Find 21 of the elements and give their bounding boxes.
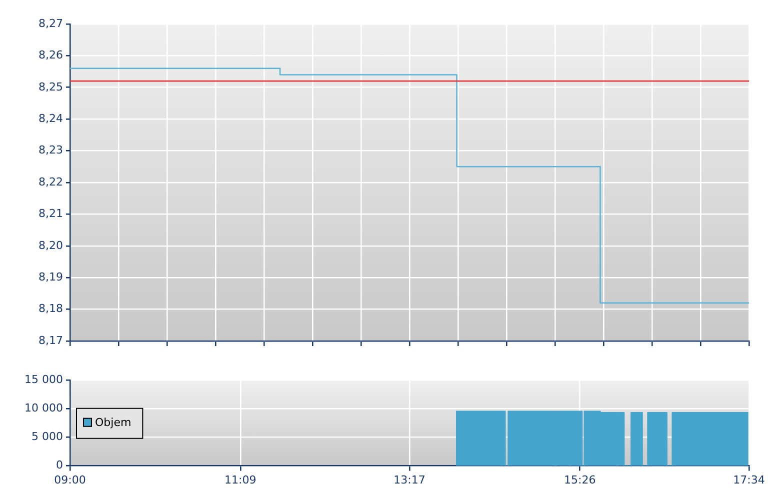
x-tick-label: 11:09	[224, 473, 256, 486]
y-tick-label: 0	[56, 458, 63, 472]
y-tick-label: 8,20	[38, 238, 63, 252]
y-tick-label: 8,25	[38, 80, 63, 94]
y-tick-label: 8,26	[38, 48, 63, 62]
x-tick-label: 13:17	[394, 473, 426, 486]
x-tick-label: 09:00	[54, 473, 86, 486]
y-tick-label: 8,24	[38, 112, 63, 125]
y-tick-label: 8,19	[38, 270, 63, 284]
y-tick-label: 8,23	[38, 144, 63, 157]
y-tick-label: 8,22	[38, 175, 63, 188]
y-tick-label: 5 000	[32, 430, 63, 444]
y-tick-label: 8,18	[38, 302, 63, 316]
y-tick-label: 10 000	[24, 401, 63, 414]
y-tick-label: 8,21	[38, 207, 63, 220]
legend-label: Objem	[95, 416, 132, 429]
y-tick-label: 8,27	[38, 16, 63, 30]
y-tick-label: 15 000	[24, 372, 63, 386]
y-tick-label: 8,17	[38, 334, 63, 347]
x-tick-label: 17:34	[733, 473, 765, 486]
x-tick-label: 15:26	[564, 473, 596, 486]
